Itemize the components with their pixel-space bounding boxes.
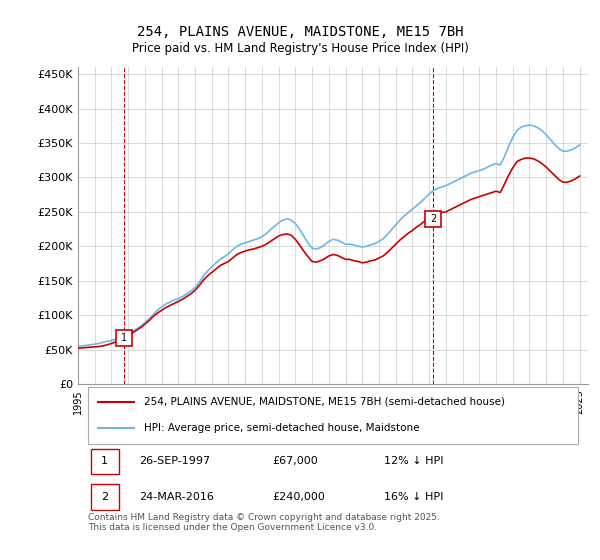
Text: Price paid vs. HM Land Registry's House Price Index (HPI): Price paid vs. HM Land Registry's House …: [131, 42, 469, 55]
Text: 254, PLAINS AVENUE, MAIDSTONE, ME15 7BH (semi-detached house): 254, PLAINS AVENUE, MAIDSTONE, ME15 7BH …: [145, 397, 505, 407]
Text: 16% ↓ HPI: 16% ↓ HPI: [384, 492, 443, 502]
Text: £240,000: £240,000: [272, 492, 325, 502]
Text: 2: 2: [101, 492, 108, 502]
Text: 26-SEP-1997: 26-SEP-1997: [139, 456, 211, 466]
Text: 254, PLAINS AVENUE, MAIDSTONE, ME15 7BH: 254, PLAINS AVENUE, MAIDSTONE, ME15 7BH: [137, 25, 463, 39]
FancyBboxPatch shape: [91, 484, 119, 510]
Text: 24-MAR-2016: 24-MAR-2016: [139, 492, 214, 502]
Text: 2: 2: [430, 214, 436, 224]
FancyBboxPatch shape: [88, 387, 578, 444]
FancyBboxPatch shape: [91, 449, 119, 474]
Text: Contains HM Land Registry data © Crown copyright and database right 2025.
This d: Contains HM Land Registry data © Crown c…: [88, 513, 440, 532]
Text: HPI: Average price, semi-detached house, Maidstone: HPI: Average price, semi-detached house,…: [145, 423, 420, 433]
Text: 1: 1: [101, 456, 108, 466]
Text: £67,000: £67,000: [272, 456, 317, 466]
Text: 1: 1: [121, 333, 127, 343]
Text: 12% ↓ HPI: 12% ↓ HPI: [384, 456, 443, 466]
